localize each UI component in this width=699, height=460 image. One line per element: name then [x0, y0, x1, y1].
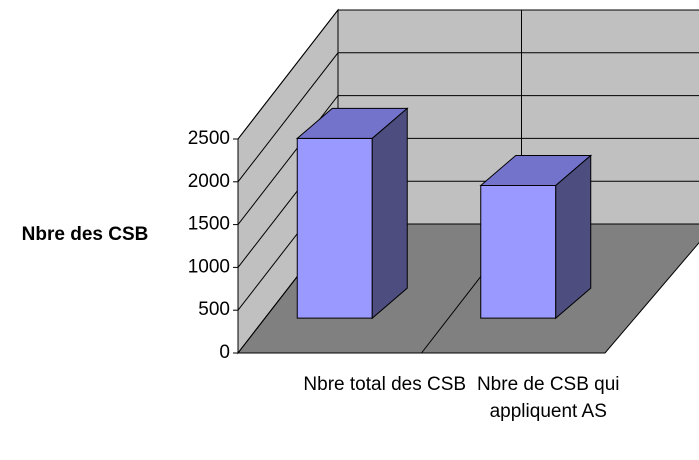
grid-line: [237, 52, 699, 183]
bar: [479, 154, 593, 320]
y-tick-label: 0: [219, 342, 230, 363]
bar-side: [371, 107, 408, 320]
y-tick-label: 2500: [188, 128, 230, 149]
bar: [295, 107, 409, 320]
bar-side: [555, 154, 592, 320]
grid-line: [237, 9, 699, 140]
y-tick-label: 500: [198, 299, 230, 320]
y-tick-label: 2000: [188, 171, 230, 192]
bar-front: [480, 184, 557, 319]
grid-line: [237, 95, 699, 225]
x-tick-label: Nbre total des CSB: [303, 374, 467, 395]
y-tick-label: 1000: [188, 256, 230, 277]
y-axis-label: Nbre des CSB: [21, 224, 149, 245]
bar-front: [296, 137, 373, 319]
y-tick-label: 1500: [188, 214, 230, 235]
x-tick-label: Nbre de CSB qui appliquent AS: [476, 374, 620, 422]
